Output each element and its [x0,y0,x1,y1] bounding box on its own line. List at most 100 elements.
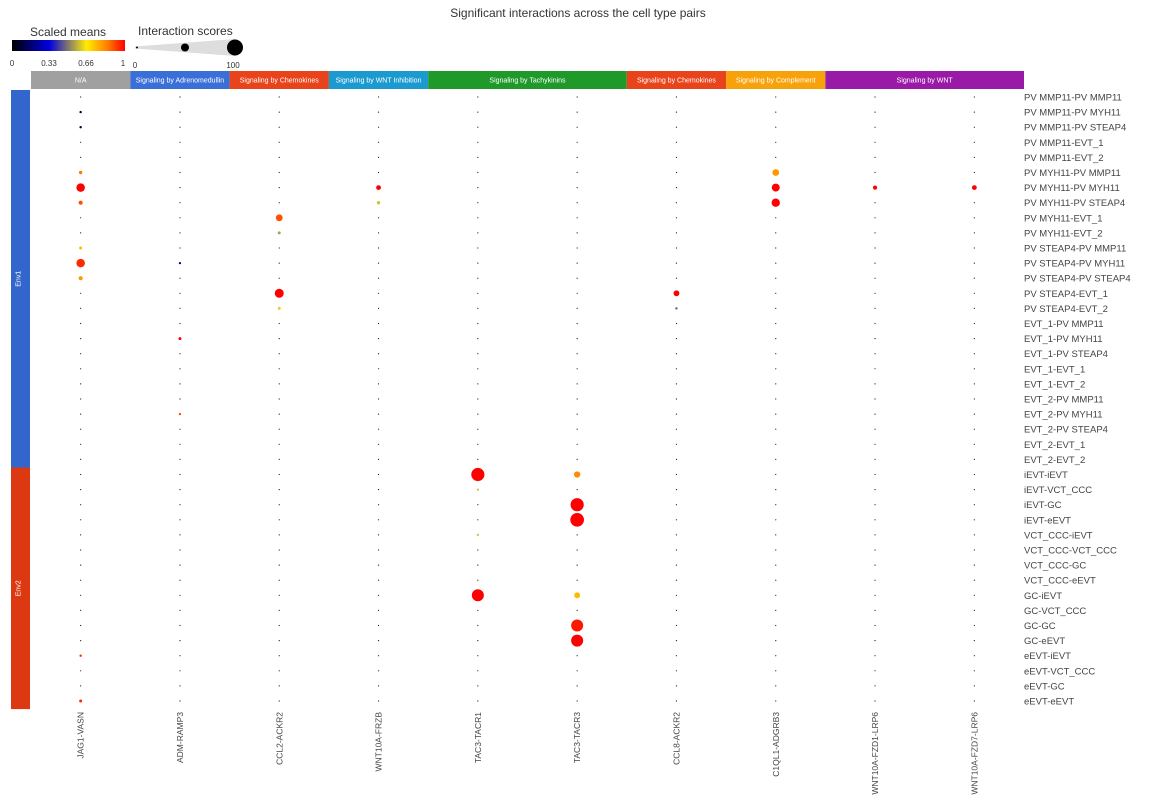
background-dot [675,111,678,113]
interaction-point [771,183,780,192]
background-dot [675,624,678,627]
background-dot [973,700,975,702]
background-dot [874,368,876,370]
background-dot [278,473,280,476]
row-label: VCT_CCC-GC [1024,561,1086,572]
background-dot [775,655,777,657]
background-dot [80,489,82,491]
background-dot [80,232,82,234]
background-dot [973,202,975,204]
background-dot [179,247,181,249]
background-dot [477,700,479,702]
background-dot [278,670,280,672]
background-dot [278,504,280,506]
interaction-point [570,512,585,527]
background-dot [675,262,678,264]
background-dot [973,594,975,596]
background-dot [874,322,876,325]
background-dot [477,655,479,657]
environment-segment [11,90,30,468]
background-dot [80,458,82,460]
row-label: iEVT-eEVT [1024,515,1071,526]
background-dot [874,338,876,340]
column-label: ADM-RAMP3 [175,712,185,763]
row-label: EVT_1-EVT_2 [1024,379,1085,390]
background-dot [775,111,777,113]
background-dot [973,564,975,566]
background-dot [576,398,578,400]
row-label: PV MYH11-PV MMP11 [1024,168,1121,179]
background-dot [179,277,181,279]
background-dot [477,338,479,340]
background-dot [477,126,479,128]
background-dot [80,579,82,581]
background-dot [377,458,380,460]
background-dot [179,473,181,476]
background-dot [973,156,975,158]
background-dot [675,504,678,506]
environment-segment [11,467,30,710]
background-dot [278,413,280,415]
color-legend: Scaled means 0 0.33 0.66 1 [10,25,126,68]
background-dot [775,277,777,279]
background-dot [80,640,82,642]
background-dot [874,398,876,400]
background-dot [477,398,479,400]
background-dot [377,338,380,340]
background-dot [775,217,777,219]
background-dot [278,171,280,174]
background-dot [775,700,777,702]
background-dot [576,353,578,355]
background-dot [179,504,181,506]
row-label: PV STEAP4-PV MYH11 [1024,259,1125,270]
background-dot [80,519,82,521]
background-dot [576,156,578,158]
background-dot [576,292,578,294]
background-dot [973,232,975,234]
background-dot [477,458,479,460]
background-dot [874,640,876,642]
background-dot [675,549,678,551]
background-dot [973,640,975,642]
background-dot [278,549,280,551]
background-dot [477,307,479,309]
background-dot [874,111,876,113]
background-dot [775,489,777,491]
pathway-segment [726,71,826,89]
background-dot [278,519,280,521]
background-dot [80,217,82,219]
background-dot [80,338,82,340]
background-dot [775,594,777,596]
background-dot [278,111,280,113]
background-dot [675,353,678,355]
background-dot [80,443,82,445]
background-dot [973,322,975,325]
background-dot [377,670,380,672]
background-dot [477,670,479,672]
row-label: EVT_1-PV MYH11 [1024,334,1103,345]
background-dot [973,96,975,98]
background-dot [675,338,678,340]
row-label: PV MMP11-PV MYH11 [1024,108,1121,119]
background-dot [278,141,280,143]
background-dot [80,670,82,672]
background-dot [973,353,975,355]
background-dot [973,398,975,400]
background-dot [675,428,678,430]
interaction-point [872,185,878,190]
background-dot [179,383,181,385]
background-dot [278,247,280,249]
background-dot [775,549,777,551]
column-label: WNT10A-FRZB [374,712,384,772]
pathway-segment [626,71,727,89]
size-tick-0: 0 [133,61,138,70]
size-legend: Interaction scores 0 100 [133,24,243,70]
background-dot [80,292,82,294]
background-dot [874,171,876,174]
background-dot [377,473,380,476]
background-dot [477,247,479,249]
background-dot [377,594,380,596]
background-dot [278,579,280,581]
background-dot [775,519,777,521]
background-dot [477,519,479,521]
